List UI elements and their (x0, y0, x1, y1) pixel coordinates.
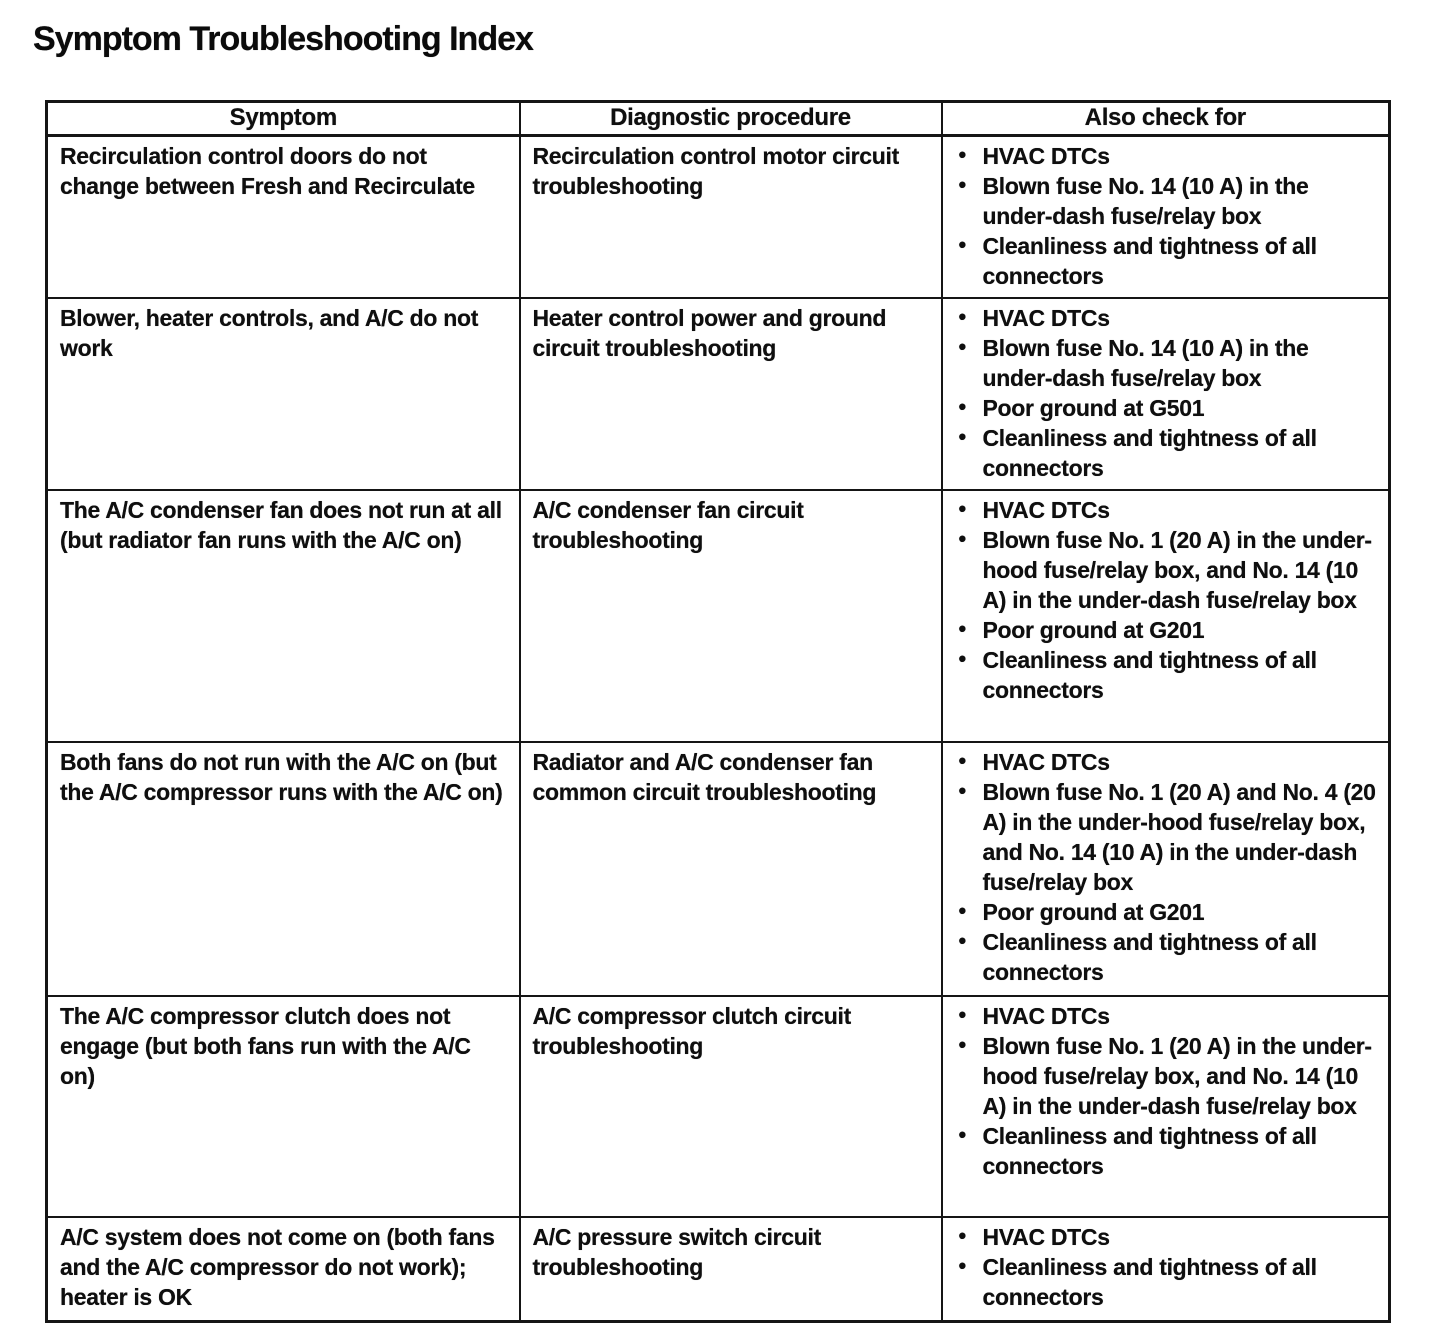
check-item: Poor ground at G201 (955, 614, 1379, 645)
check-item: HVAC DTCs (955, 746, 1379, 777)
check-item: Blown fuse No. 14 (10 A) in the under-da… (955, 332, 1379, 393)
check-item: Poor ground at G201 (955, 896, 1379, 927)
check-item: Cleanliness and tightness of all connect… (955, 926, 1379, 987)
check-item: HVAC DTCs (955, 1221, 1379, 1252)
check-item: Blown fuse No. 1 (20 A) and No. 4 (20 A)… (955, 776, 1379, 897)
table-row: Both fans do not run with the A/C on (bu… (45, 741, 1391, 997)
procedure-cell: A/C compressor clutch circuit troublesho… (518, 995, 943, 1218)
column-header-also-check-for: Also check for (940, 100, 1391, 137)
check-item: HVAC DTCs (955, 494, 1379, 525)
procedure-cell: Radiator and A/C condenser fan common ci… (518, 741, 943, 997)
check-item: HVAC DTCs (955, 302, 1379, 333)
check-item: Cleanliness and tightness of all connect… (955, 230, 1379, 291)
table-row: The A/C condenser fan does not run at al… (45, 489, 1391, 743)
checks-cell: HVAC DTCs Blown fuse No. 1 (20 A) in the… (940, 489, 1391, 743)
checks-cell: HVAC DTCs Blown fuse No. 14 (10 A) in th… (940, 134, 1391, 299)
check-item: HVAC DTCs (955, 1000, 1379, 1031)
procedure-cell: Heater control power and ground circuit … (518, 297, 943, 491)
checks-list: HVAC DTCs Blown fuse No. 1 (20 A) and No… (955, 746, 1379, 987)
check-item: Blown fuse No. 1 (20 A) in the under-hoo… (955, 1030, 1379, 1121)
checks-list: HVAC DTCs Blown fuse No. 14 (10 A) in th… (955, 140, 1379, 291)
column-header-diagnostic-procedure: Diagnostic procedure (518, 100, 943, 137)
procedure-cell: A/C pressure switch circuit troubleshoot… (518, 1216, 943, 1323)
check-item: Cleanliness and tightness of all connect… (955, 422, 1379, 483)
table-row: A/C system does not come on (both fans a… (45, 1216, 1391, 1323)
checks-cell: HVAC DTCs Blown fuse No. 1 (20 A) and No… (940, 741, 1391, 997)
checks-list: HVAC DTCs Blown fuse No. 1 (20 A) in the… (955, 494, 1379, 705)
page-title: Symptom Troubleshooting Index (33, 20, 534, 58)
check-item: HVAC DTCs (955, 140, 1379, 171)
checks-cell: HVAC DTCs Blown fuse No. 1 (20 A) in the… (940, 995, 1391, 1218)
table-row: The A/C compressor clutch does not engag… (45, 995, 1391, 1218)
symptom-cell: The A/C compressor clutch does not engag… (45, 995, 521, 1218)
table-header-row: Symptom Diagnostic procedure Also check … (45, 100, 1391, 137)
symptom-troubleshooting-table: Symptom Diagnostic procedure Also check … (45, 100, 1391, 1323)
procedure-cell: A/C condenser fan circuit troubleshootin… (518, 489, 943, 743)
symptom-cell: Both fans do not run with the A/C on (bu… (45, 741, 521, 997)
table-row: Recirculation control doors do not chang… (45, 134, 1391, 299)
column-header-symptom: Symptom (45, 100, 521, 137)
symptom-cell: Recirculation control doors do not chang… (45, 134, 521, 299)
checks-cell: HVAC DTCs Blown fuse No. 14 (10 A) in th… (940, 297, 1391, 491)
checks-list: HVAC DTCs Cleanliness and tightness of a… (955, 1221, 1379, 1312)
symptom-cell: The A/C condenser fan does not run at al… (45, 489, 521, 743)
check-item: Cleanliness and tightness of all connect… (955, 644, 1379, 705)
check-item: Blown fuse No. 14 (10 A) in the under-da… (955, 170, 1379, 231)
check-item: Cleanliness and tightness of all connect… (955, 1251, 1379, 1312)
symptom-cell: A/C system does not come on (both fans a… (45, 1216, 521, 1323)
check-item: Blown fuse No. 1 (20 A) in the under-hoo… (955, 524, 1379, 615)
check-item: Poor ground at G501 (955, 392, 1379, 423)
symptom-cell: Blower, heater controls, and A/C do not … (45, 297, 521, 491)
checks-list: HVAC DTCs Blown fuse No. 14 (10 A) in th… (955, 302, 1379, 483)
table-row: Blower, heater controls, and A/C do not … (45, 297, 1391, 491)
checks-list: HVAC DTCs Blown fuse No. 1 (20 A) in the… (955, 1000, 1379, 1181)
check-item: Cleanliness and tightness of all connect… (955, 1120, 1379, 1181)
procedure-cell: Recirculation control motor circuit trou… (518, 134, 943, 299)
checks-cell: HVAC DTCs Cleanliness and tightness of a… (940, 1216, 1391, 1323)
